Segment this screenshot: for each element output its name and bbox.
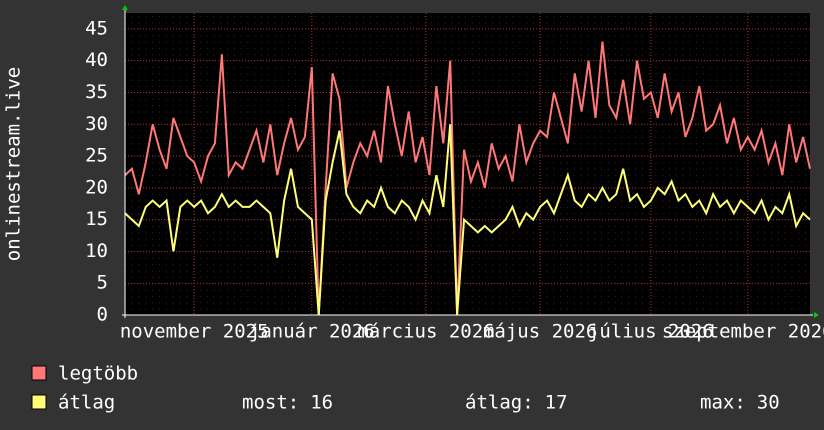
legend-label: átlag bbox=[58, 392, 115, 414]
stat-value: 30 bbox=[757, 392, 780, 414]
y-tick-label: 15 bbox=[85, 208, 108, 230]
series-line bbox=[124, 124, 811, 316]
plot bbox=[124, 13, 811, 316]
stat-label: max: bbox=[700, 392, 746, 414]
x-tick-label: január 2026 bbox=[249, 321, 375, 343]
y-axis-label: onlinestream.live bbox=[3, 67, 25, 261]
y-tick-label: 10 bbox=[85, 240, 108, 262]
legend-label: legtöbb bbox=[58, 363, 138, 385]
y-tick-label: 0 bbox=[97, 304, 108, 326]
x-tick-label: március 2026 bbox=[357, 321, 494, 343]
y-tick-label: 35 bbox=[85, 81, 108, 103]
axis-arrow bbox=[814, 312, 819, 318]
x-tick-label: november 2025 bbox=[120, 321, 269, 343]
stat-label: most: bbox=[242, 392, 299, 414]
y-tick-label: 25 bbox=[85, 145, 108, 167]
y-tick-label: 45 bbox=[85, 17, 108, 39]
legend: legtöbb átlag most: 16 átlag: 17 max: 30 bbox=[31, 363, 780, 414]
x-tick-label: szeptember 2026 bbox=[662, 321, 824, 343]
stat-value: 17 bbox=[545, 392, 568, 414]
stat-label: átlag: bbox=[465, 392, 534, 414]
y-tick-label: 40 bbox=[85, 49, 108, 71]
x-tick-label: július 2026 bbox=[588, 321, 714, 343]
x-tick-label: május 2026 bbox=[483, 321, 597, 343]
series-line bbox=[124, 41, 811, 316]
axis-arrow bbox=[122, 5, 128, 10]
stat-value: 16 bbox=[310, 392, 333, 414]
y-tick-label: 30 bbox=[85, 113, 108, 135]
legend-swatch bbox=[31, 365, 47, 381]
legend-swatch bbox=[31, 394, 47, 410]
y-tick-label: 20 bbox=[85, 176, 108, 198]
y-tick-label: 5 bbox=[97, 272, 108, 294]
